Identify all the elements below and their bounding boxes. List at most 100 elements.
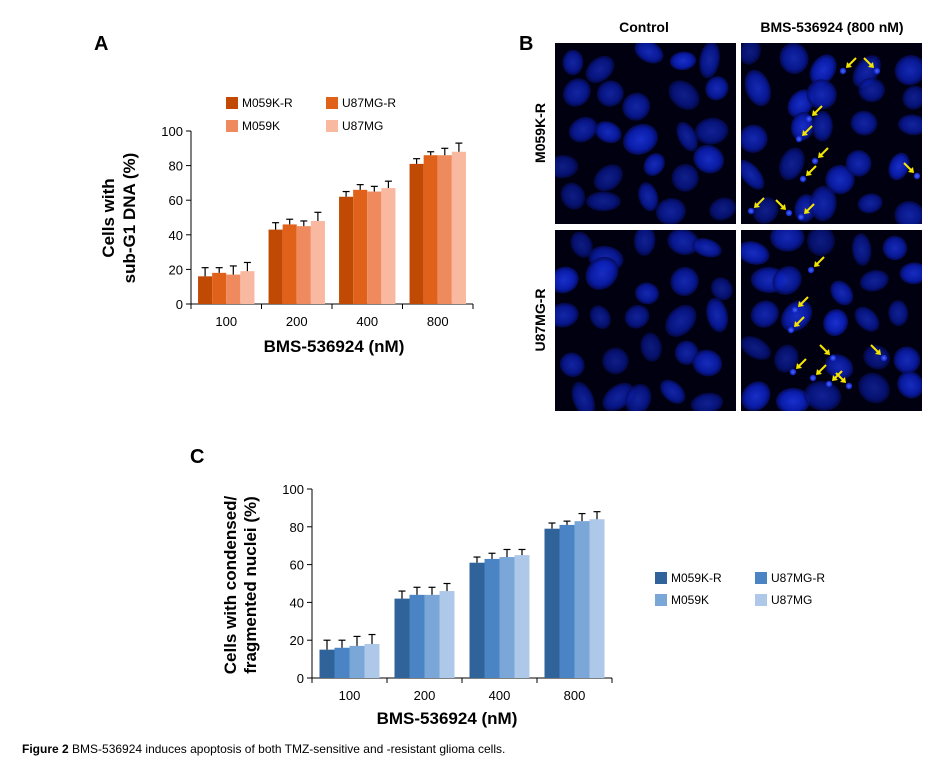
chart-c-bar-u87mg-200: [439, 591, 455, 678]
nucleus: [555, 154, 579, 179]
chart-a-legend-label: U87MG: [342, 119, 383, 133]
panel-label-c: C: [190, 446, 204, 468]
arrow-head: [814, 261, 820, 267]
nucleus: [585, 191, 621, 212]
nucleus: [694, 117, 729, 145]
arrow-head: [908, 167, 914, 173]
fragmented-nucleus: [873, 67, 881, 75]
fragmented-nucleus: [913, 172, 921, 180]
nucleus: [602, 347, 629, 375]
nucleus: [585, 55, 615, 84]
chart-c-legend-label: M059K-R: [671, 571, 722, 585]
chart-c-legend-label: U87MG-R: [771, 571, 825, 585]
fragmented-nucleus: [807, 266, 815, 274]
fragmented-nucleus: [829, 354, 837, 362]
micrograph-m059k-r-treated: [741, 43, 922, 224]
chart-a-ytick-label: 40: [169, 228, 183, 243]
arrow-head: [812, 110, 818, 116]
fragmented-nucleus: [787, 326, 795, 334]
nucleus: [568, 116, 598, 143]
nucleus: [894, 200, 922, 224]
chart-a-legend-label: U87MG-R: [342, 96, 396, 110]
arrow-head: [780, 204, 786, 210]
arrow-head: [868, 62, 874, 68]
nucleus: [825, 164, 855, 195]
nucleus: [811, 110, 833, 142]
nucleus: [803, 380, 842, 411]
nucleus: [741, 381, 771, 411]
nucleus: [643, 153, 665, 176]
chart-c-legend-label: U87MG: [771, 593, 812, 607]
chart-c-bar-m059k-200: [424, 594, 440, 678]
fragmented-nucleus: [799, 175, 807, 183]
chart-a-bar-m059k-r-200: [268, 229, 283, 304]
nucleus: [623, 123, 658, 155]
chart-c-legend-label: M059K: [671, 593, 709, 607]
chart-c-bar-u87mg-800: [589, 519, 605, 678]
chart-c-ytick-label: 80: [290, 520, 304, 535]
nucleus: [854, 306, 880, 332]
fragmented-nucleus: [747, 207, 755, 215]
nucleus: [859, 270, 889, 292]
chart-c-bar-m059k-100: [349, 645, 365, 678]
nucleus: [809, 185, 837, 222]
nucleus: [709, 197, 736, 221]
chart-a-ytick-label: 60: [169, 193, 183, 208]
fragmented-nucleus: [880, 354, 888, 362]
nucleus: [779, 43, 809, 75]
chart-a-ytick-label: 80: [169, 159, 183, 174]
nucleus: [774, 344, 799, 373]
chart-c-legend-swatch-u87mg-r: [755, 572, 767, 584]
nucleus: [668, 80, 700, 111]
chart-a-ytick-label: 100: [161, 124, 183, 139]
nucleus: [750, 300, 779, 328]
chart-c-bar-u87mg-r-200: [409, 594, 425, 678]
nucleus: [634, 282, 660, 305]
chart-c-ytick-label: 40: [290, 595, 304, 610]
chart-a-bar-u87mg-r-100: [212, 272, 227, 304]
chart-a-bar-u87mg-100: [240, 271, 255, 304]
arrow-head: [796, 363, 802, 369]
nucleus: [594, 121, 622, 144]
nucleus: [660, 379, 686, 404]
arrow-head: [804, 208, 810, 214]
chart-c-bar-u87mg-r-800: [559, 524, 575, 678]
panel-label-b: B: [519, 33, 533, 55]
nucleus: [640, 332, 662, 362]
chart-c-ytick-label: 0: [297, 671, 304, 686]
chart-c-xtick-label: 800: [564, 688, 586, 703]
chart-a-legend-swatch-u87mg-r: [326, 97, 338, 109]
chart-a: Cells with sub-G1 DNA (%) BMS-536924 (nM…: [99, 96, 474, 356]
nucleus: [669, 51, 697, 71]
arrow-head: [806, 170, 812, 176]
nucleus: [770, 230, 805, 252]
nucleus: [692, 349, 723, 377]
nucleus: [809, 54, 837, 86]
nucleus: [857, 193, 883, 214]
nucleus: [888, 300, 909, 327]
nucleus: [622, 92, 651, 121]
nucleus: [741, 241, 770, 265]
micrograph-panel: Control BMS-536924 (800 nM) M059K-R U87M…: [532, 19, 922, 411]
arrow-head: [824, 349, 830, 355]
chart-c-ytick-label: 60: [290, 558, 304, 573]
arrow-head: [798, 301, 804, 307]
chart-a-bar-m059k-r-100: [198, 276, 213, 304]
arrow-head: [832, 375, 838, 381]
chart-a-xtick-label: 200: [286, 314, 308, 329]
chart-c-xtick-label: 200: [414, 688, 436, 703]
fragmented-nucleus: [785, 209, 793, 217]
nucleus: [555, 302, 579, 328]
chart-a-xtick-label: 100: [215, 314, 237, 329]
nucleus: [624, 304, 650, 329]
nucleus: [690, 392, 724, 411]
nucleus: [585, 256, 619, 290]
chart-a-xtick-label: 800: [427, 314, 449, 329]
figure-caption: Figure 2 BMS-536924 induces apoptosis of…: [22, 742, 505, 756]
chart-a-bar-m059k-400: [367, 191, 382, 304]
chart-a-bar-u87mg-800: [451, 151, 466, 304]
nucleus: [850, 110, 878, 136]
nucleus: [780, 300, 813, 332]
chart-c: Cells with condensed/ fragmented nuclei …: [221, 482, 825, 728]
